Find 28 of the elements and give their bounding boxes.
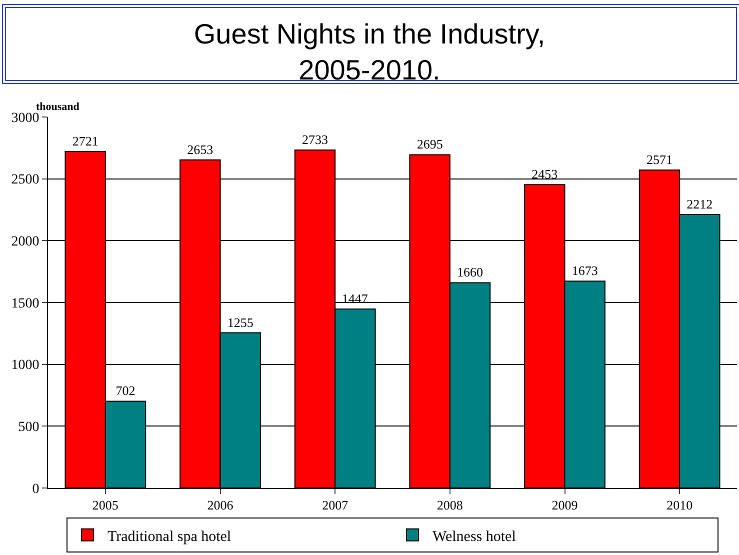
y-tick-label: 3000 — [11, 110, 40, 126]
data-label: 702 — [116, 383, 136, 398]
x-tick-label: 2007 — [322, 498, 349, 513]
data-label: 2453 — [532, 166, 558, 182]
data-label: 1673 — [572, 263, 598, 278]
y-tick-label: 2000 — [11, 234, 40, 250]
data-label: 1660 — [457, 264, 484, 280]
x-tick-label: 2005 — [92, 498, 118, 513]
y-tick-label: 1000 — [11, 358, 40, 374]
legend-label: Traditional spa hotel — [108, 528, 232, 545]
data-label: 2571 — [646, 152, 672, 168]
data-label: 2653 — [187, 142, 214, 157]
chart-title: Guest Nights in the Industry, 2005-2010. — [194, 18, 546, 86]
legend-label: Welness hotel — [432, 528, 516, 545]
y-tick-label: 500 — [18, 420, 40, 436]
y-axis-title: thousand — [36, 101, 80, 113]
x-tick-label: 2006 — [207, 498, 234, 513]
data-label: 1255 — [227, 314, 254, 330]
data-label: 2212 — [686, 196, 713, 212]
data-label: 2733 — [302, 132, 328, 148]
y-tick-label: 0 — [32, 482, 40, 497]
x-tick-label: 2009 — [552, 498, 578, 513]
x-tick-label: 2008 — [436, 498, 463, 513]
data-label: 2721 — [72, 134, 98, 148]
y-tick-label: 2500 — [11, 172, 40, 188]
x-tick-label: 2010 — [666, 498, 693, 513]
data-label: 2695 — [416, 136, 443, 152]
y-tick-label: 1500 — [11, 296, 40, 312]
